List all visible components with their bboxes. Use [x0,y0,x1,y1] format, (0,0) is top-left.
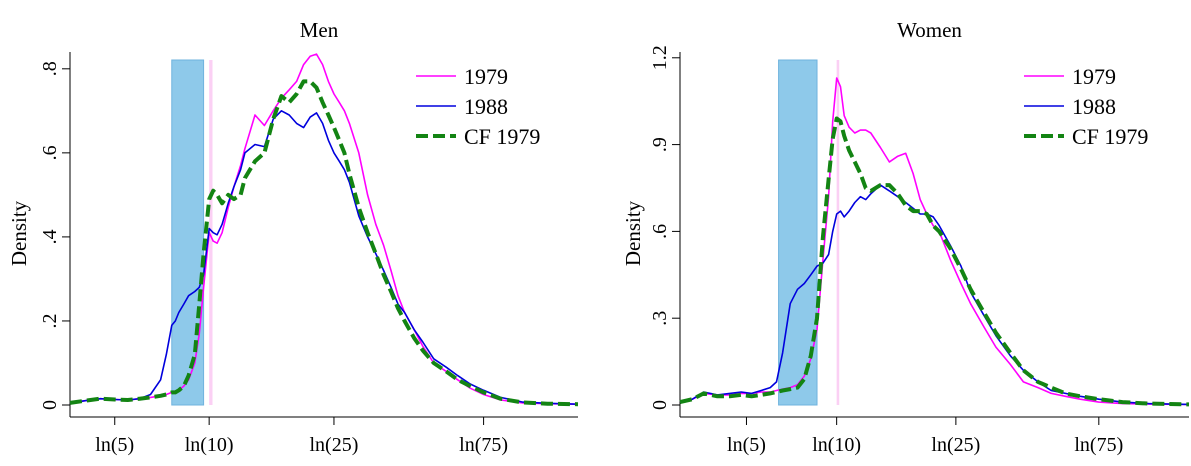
series-line-1988 [679,184,1190,406]
legend: 1979 1988 CF 1979 [1024,64,1148,149]
x-tick-label: ln(25) [310,434,359,456]
panel-women: 0 .3 .6 .9 1.2 ln(5) ln(10) ln(25) ln(75) Women De… [621,18,1190,456]
y-tick-label: .6 [39,145,61,160]
y-tick-label: 1.2 [649,45,671,70]
y-tick-label: .2 [39,313,61,328]
y-tick-label: 0 [39,400,61,410]
series-line-1988 [69,110,579,405]
y-tick-label: .9 [649,137,671,152]
legend-label: 1979 [1072,64,1116,89]
series-line-cf-1979 [69,79,579,407]
panel-men: 0 .2 .4 .6 .8 ln(5) ln(10) ln(25) ln(75) Men Densi… [7,18,579,456]
y-tick-label: .6 [649,224,671,239]
x-tick-label: ln(75) [1074,434,1123,456]
chart-title: Women [897,18,962,42]
legend: 1979 1988 CF 1979 [416,64,540,149]
y-tick-label: 0 [649,400,671,410]
y-axis-label: Density [621,200,645,266]
y-axis-label: Density [7,200,31,266]
shaded-band-pink [209,60,213,405]
x-tick-label: ln(10) [812,434,861,456]
y-tick-label: .8 [39,61,61,76]
legend-label: 1979 [464,64,508,89]
shaded-band-blue [171,59,205,406]
shaded-band-pink [836,60,840,405]
series-line-cf-1979 [679,116,1190,407]
y-tick-label: .4 [39,229,61,244]
legend-label: 1988 [464,94,508,119]
legend-label: CF 1979 [1072,124,1148,149]
x-tick-label: ln(5) [727,434,766,456]
legend-label: 1988 [1072,94,1116,119]
x-tick-label: ln(25) [931,434,980,456]
legend-label: CF 1979 [464,124,540,149]
x-tick-label: ln(75) [459,434,508,456]
x-tick-label: ln(10) [185,434,234,456]
y-tick-label: .3 [649,311,671,326]
x-tick-label: ln(5) [95,434,134,456]
chart-title: Men [300,18,339,42]
